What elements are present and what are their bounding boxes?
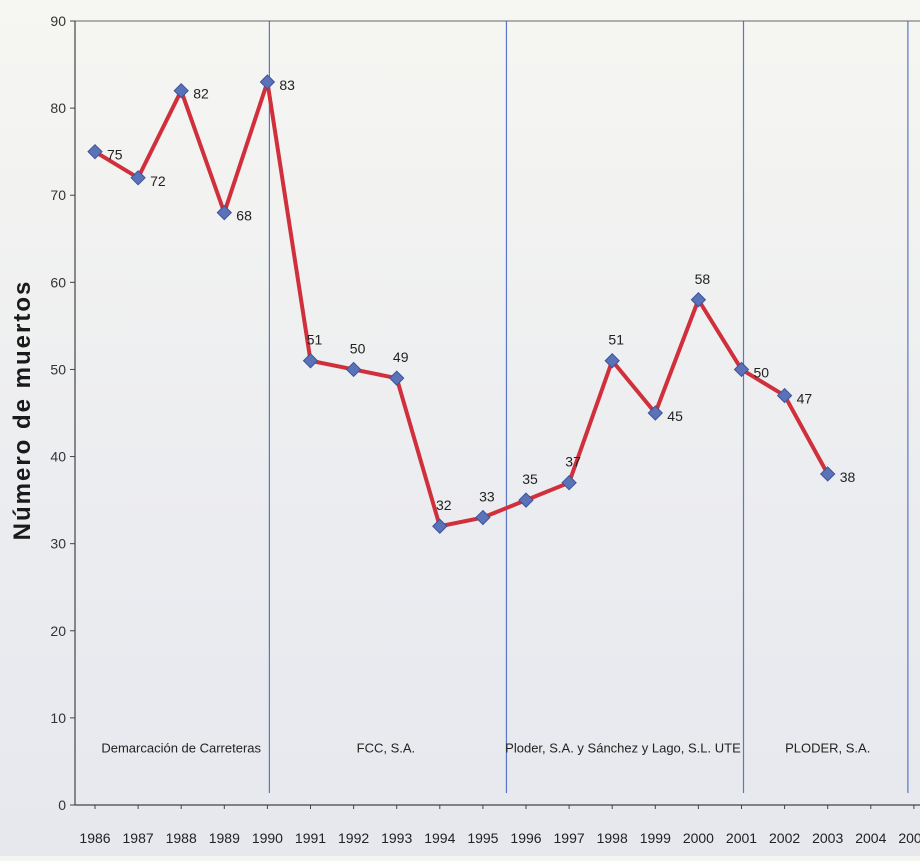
- data-point-marker: [259, 74, 276, 90]
- data-label: 35: [522, 471, 538, 487]
- data-label: 33: [479, 489, 495, 505]
- x-tick-label: 1997: [554, 830, 585, 846]
- y-tick-label: 10: [50, 710, 66, 726]
- period-label: FCC, S.A.: [357, 741, 416, 756]
- period-label: PLODER, S.A.: [785, 741, 870, 756]
- data-point-marker: [130, 170, 146, 186]
- data-point-marker: [690, 292, 707, 308]
- data-label: 51: [608, 332, 624, 348]
- x-tick-label: 1995: [467, 830, 498, 846]
- x-tick-label: 2004: [855, 830, 886, 846]
- data-point-marker: [216, 204, 233, 221]
- data-label: 68: [236, 208, 252, 224]
- x-tick-label: 1988: [166, 830, 197, 846]
- y-tick-label: 20: [50, 623, 66, 639]
- data-point-marker: [647, 405, 664, 421]
- data-label: 45: [667, 408, 683, 424]
- series-line: [93, 79, 830, 529]
- x-tick-label: 2001: [726, 830, 757, 846]
- y-tick-label: 30: [50, 536, 66, 552]
- data-label: 51: [307, 332, 323, 348]
- data-point-marker: [87, 143, 103, 160]
- x-tick-label: 1987: [123, 830, 154, 846]
- y-tick-label: 90: [50, 13, 66, 29]
- x-tick-label: 2002: [769, 830, 800, 846]
- x-tick-label: 2005: [898, 830, 920, 846]
- data-label: 37: [565, 454, 581, 470]
- data-point-marker: [345, 361, 362, 378]
- data-label: 38: [840, 469, 856, 485]
- x-tick-label: 1986: [79, 830, 110, 846]
- data-point-marker: [432, 518, 448, 534]
- data-label: 83: [279, 77, 295, 93]
- data-point-marker: [733, 361, 750, 378]
- data-point-marker: [475, 509, 491, 526]
- x-tick-label: 1993: [381, 830, 412, 846]
- data-label: 58: [695, 271, 711, 287]
- x-tick-label: 1991: [295, 830, 326, 846]
- data-point-marker: [173, 82, 189, 99]
- y-tick-label: 40: [50, 449, 66, 465]
- x-tick-label: 1990: [252, 830, 283, 846]
- period-label: Ploder, S.A. y Sánchez y Lago, S.L. UTE: [505, 741, 741, 756]
- data-point-marker: [302, 353, 319, 369]
- data-label: 47: [797, 391, 813, 407]
- x-tick-label: 1992: [338, 830, 369, 846]
- data-label: 72: [150, 173, 166, 189]
- data-label: 50: [350, 340, 366, 356]
- data-label: 75: [107, 147, 123, 163]
- y-tick-label: 80: [50, 100, 66, 116]
- data-label: 50: [754, 364, 770, 380]
- data-point-marker: [604, 353, 620, 369]
- x-tick-label: 1999: [640, 830, 671, 846]
- x-tick-label: 1994: [424, 830, 455, 846]
- data-point-marker: [518, 492, 534, 508]
- y-tick-label: 70: [50, 187, 66, 203]
- x-tick-label: 2000: [683, 830, 714, 846]
- x-tick-label: 1998: [597, 830, 628, 846]
- data-label: 82: [193, 86, 209, 102]
- data-point-marker: [388, 370, 405, 386]
- x-tick-label: 1989: [209, 830, 240, 846]
- period-label: Demarcación de Carreteras: [101, 741, 261, 756]
- data-point-marker: [819, 466, 836, 482]
- data-point-marker: [561, 474, 577, 491]
- y-tick-label: 50: [50, 361, 66, 377]
- data-label: 49: [393, 349, 409, 365]
- data-point-marker: [776, 387, 793, 404]
- data-label: 32: [436, 497, 452, 513]
- x-tick-label: 1996: [510, 830, 541, 846]
- y-tick-label: 60: [50, 274, 66, 290]
- x-tick-label: 2003: [812, 830, 843, 846]
- y-tick-label: 0: [58, 797, 66, 813]
- y-axis-title: Número de muertos: [9, 280, 36, 541]
